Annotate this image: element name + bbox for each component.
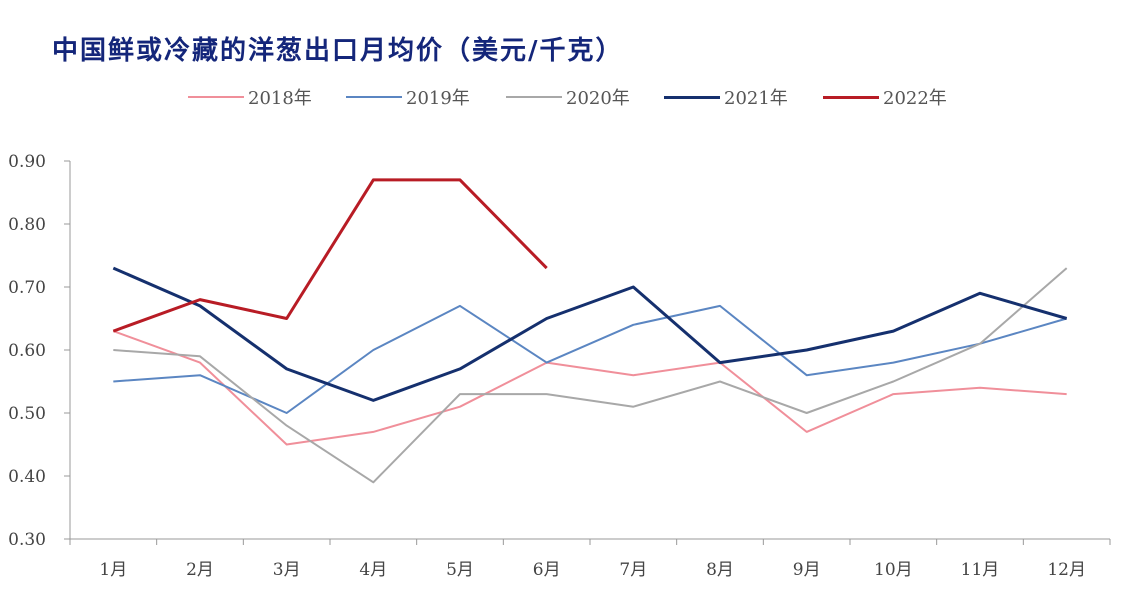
x-tick-label: 8月 <box>706 560 734 580</box>
y-tick-label: 0.30 <box>8 530 46 550</box>
x-tick-label: 10月 <box>874 560 913 580</box>
legend-label: 2021年 <box>724 88 788 109</box>
y-tick-label: 0.40 <box>8 467 46 487</box>
x-tick-label: 12月 <box>1047 560 1086 580</box>
legend-label: 2018年 <box>248 88 312 109</box>
legend-swatch <box>823 95 879 99</box>
x-tick-label: 1月 <box>99 560 127 580</box>
x-tick-label: 3月 <box>273 560 301 580</box>
series-line-2020年 <box>113 267 1068 484</box>
legend-swatch <box>188 96 244 98</box>
series-line-2022年 <box>112 178 548 333</box>
series-line-2021年 <box>112 266 1068 402</box>
x-tick-label: 9月 <box>793 560 821 580</box>
legend-label: 2022年 <box>883 88 947 109</box>
legend-swatch <box>664 95 720 99</box>
legend-item: 2018年 <box>188 84 312 110</box>
y-tick-label: 0.90 <box>8 152 46 172</box>
chart-title: 中国鲜或冷藏的洋葱出口月均价（美元/千克） <box>52 36 624 66</box>
x-tick-label: 2月 <box>186 560 214 580</box>
legend-item: 2020年 <box>506 84 630 110</box>
series-line-2019年 <box>113 304 1067 414</box>
legend-item: 2019年 <box>346 84 470 110</box>
legend: 2018年 2019年 2020年 2021年 2022年 <box>0 84 1134 114</box>
x-tick-label: 11月 <box>961 560 1000 580</box>
x-tick-label: 6月 <box>533 560 561 580</box>
y-tick-label: 0.70 <box>8 278 46 298</box>
legend-label: 2020年 <box>566 88 630 109</box>
x-tick-label: 4月 <box>359 560 387 580</box>
legend-label: 2019年 <box>406 88 470 109</box>
y-tick-label: 0.50 <box>8 404 46 424</box>
legend-swatch <box>346 96 402 98</box>
y-tick-label: 0.60 <box>8 341 46 361</box>
legend-item: 2022年 <box>823 84 947 110</box>
x-tick-label: 5月 <box>446 560 474 580</box>
series-line-2018年 <box>112 330 1067 446</box>
x-tick-label: 7月 <box>619 560 647 580</box>
y-tick-label: 0.80 <box>8 215 46 235</box>
legend-item: 2021年 <box>664 84 788 110</box>
legend-swatch <box>506 96 562 98</box>
